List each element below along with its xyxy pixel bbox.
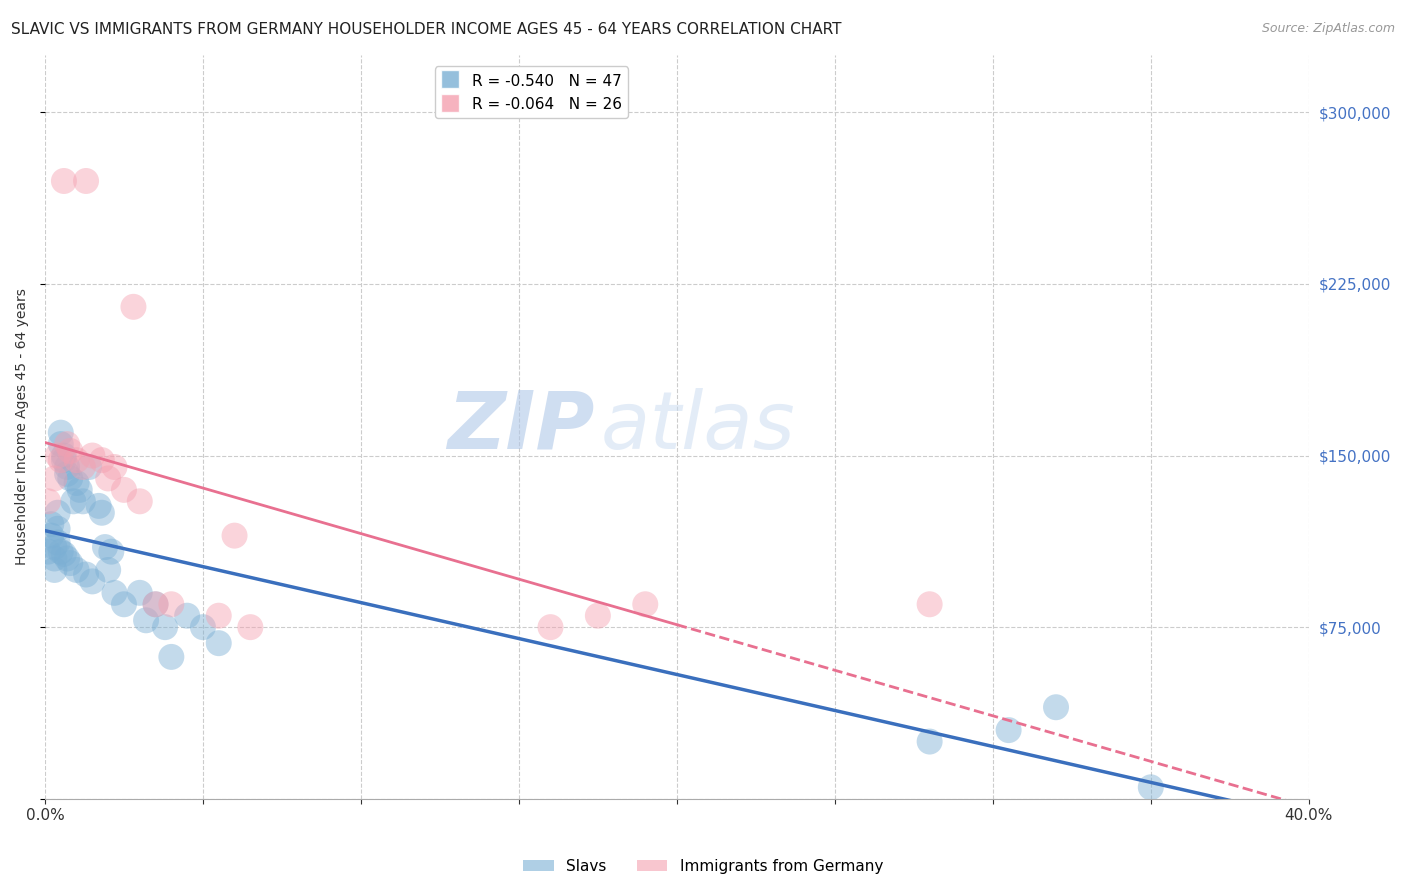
Point (56, 437, 79, 451)
Point (44, 551, 66, 566)
Point (77, 460, 100, 475)
Text: atlas: atlas (600, 388, 796, 466)
Point (82, 449, 104, 463)
Point (82, 574, 104, 589)
Point (145, 597, 167, 611)
Point (191, 620, 214, 634)
Point (49, 425, 72, 440)
Point (52, 449, 75, 463)
Point (122, 300, 145, 314)
Legend: R = -0.540   N = 47, R = -0.064   N = 26: R = -0.540 N = 47, R = -0.064 N = 26 (434, 67, 628, 119)
Point (112, 483, 135, 497)
Point (75, 174, 97, 188)
Point (918, 734, 941, 748)
Point (128, 494, 150, 508)
Point (145, 597, 167, 611)
Point (46, 449, 69, 463)
Point (634, 597, 657, 611)
Point (112, 597, 135, 611)
Point (39, 528, 62, 542)
Point (135, 613, 157, 627)
Point (65, 563, 87, 577)
Point (239, 620, 262, 634)
Point (46, 522, 69, 536)
Point (56, 460, 79, 475)
Point (52, 174, 75, 188)
Text: SLAVIC VS IMMIGRANTS FROM GERMANY HOUSEHOLDER INCOME AGES 45 - 64 YEARS CORRELAT: SLAVIC VS IMMIGRANTS FROM GERMANY HOUSEH… (11, 22, 842, 37)
Point (208, 636, 231, 650)
Point (103, 586, 125, 600)
Point (94, 540, 117, 554)
Point (97, 563, 120, 577)
Point (44, 563, 66, 577)
Point (100, 544, 122, 558)
Point (72, 494, 94, 508)
Point (52, 547, 75, 561)
Point (65, 475, 87, 490)
Point (918, 597, 941, 611)
Point (37, 544, 59, 558)
Point (44, 471, 66, 485)
Point (59, 556, 82, 570)
Point (46, 506, 69, 520)
Point (52, 453, 75, 467)
Point (56, 467, 79, 481)
Y-axis label: Householder Income Ages 45 - 64 years: Householder Income Ages 45 - 64 years (15, 288, 30, 566)
Point (65, 453, 87, 467)
Point (49, 544, 72, 558)
Point (153, 620, 176, 634)
Point (49, 453, 72, 467)
Point (176, 608, 198, 623)
Legend: Slavs, Immigrants from Germany: Slavs, Immigrants from Germany (517, 853, 889, 880)
Text: ZIP: ZIP (447, 388, 595, 466)
Point (56, 551, 79, 566)
Point (59, 444, 82, 458)
Point (997, 723, 1019, 738)
Point (540, 620, 562, 634)
Point (72, 460, 94, 475)
Point (160, 649, 183, 664)
Point (586, 608, 609, 623)
Point (69, 483, 91, 497)
Point (160, 597, 183, 611)
Point (1045, 700, 1067, 714)
Point (1139, 780, 1161, 795)
Point (75, 567, 97, 582)
Text: Source: ZipAtlas.com: Source: ZipAtlas.com (1261, 22, 1395, 36)
Point (97, 471, 120, 485)
Point (44, 540, 66, 554)
Point (128, 586, 150, 600)
Point (90, 453, 112, 467)
Point (208, 608, 231, 623)
Point (87, 499, 110, 513)
Point (37, 494, 59, 508)
Point (90, 506, 112, 520)
Point (39, 517, 62, 532)
Point (49, 437, 72, 451)
Point (103, 460, 125, 475)
Point (224, 528, 246, 542)
Point (59, 471, 82, 485)
Point (46, 535, 69, 549)
Point (62, 494, 84, 508)
